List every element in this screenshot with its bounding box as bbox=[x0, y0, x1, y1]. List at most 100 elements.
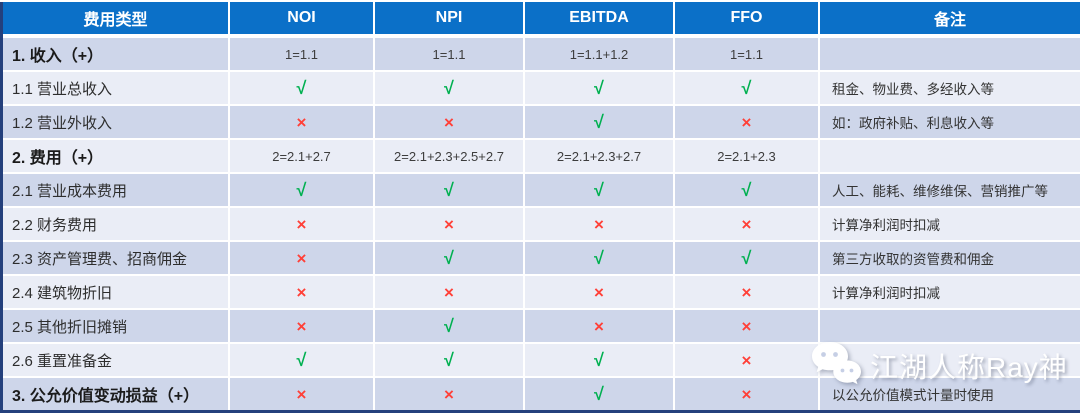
table-row: 1.2 营业外收入 × × √ × 如：政府补贴、利息收入等 bbox=[3, 106, 1080, 138]
cell-noi: × bbox=[230, 276, 375, 308]
check-mark: √ bbox=[296, 350, 307, 370]
cell-remark: 以公允价值模式计量时使用 bbox=[820, 378, 1080, 410]
cross-mark: × bbox=[444, 214, 454, 234]
cell-ffo: × bbox=[675, 378, 820, 410]
cell-ebitda: √ bbox=[525, 174, 675, 206]
cell-remark: 人工、能耗、维修维保、营销推广等 bbox=[820, 174, 1080, 206]
check-mark: √ bbox=[296, 180, 307, 200]
cell-remark bbox=[820, 344, 1080, 376]
table-row: 2.4 建筑物折旧 × × × × 计算净利润时扣减 bbox=[3, 276, 1080, 308]
check-mark: √ bbox=[444, 350, 454, 370]
check-mark: √ bbox=[594, 180, 604, 200]
cell-npi: × bbox=[375, 106, 525, 138]
cell-npi: √ bbox=[375, 174, 525, 206]
check-mark: √ bbox=[444, 248, 454, 268]
cell-remark: 计算净利润时扣减 bbox=[820, 208, 1080, 240]
cell-npi: √ bbox=[375, 242, 525, 274]
cell-ebitda: 1=1.1+1.2 bbox=[525, 38, 675, 70]
cell-noi: √ bbox=[230, 174, 375, 206]
formula-text: 2=2.1+2.7 bbox=[272, 148, 331, 164]
check-mark: √ bbox=[444, 78, 454, 98]
check-mark: √ bbox=[594, 248, 604, 268]
check-mark: √ bbox=[444, 316, 454, 336]
formula-text: 1=1.1 bbox=[285, 46, 318, 62]
column-header-remark: 备注 bbox=[820, 2, 1080, 34]
formula-text: 1=1.1 bbox=[730, 46, 763, 62]
table-row: 2.2 财务费用 × × × × 计算净利润时扣减 bbox=[3, 208, 1080, 240]
cell-remark bbox=[820, 38, 1080, 70]
cell-expense-type: 1.1 营业总收入 bbox=[3, 72, 230, 104]
cross-mark: × bbox=[594, 282, 604, 302]
cell-noi: 2=2.1+2.7 bbox=[230, 140, 375, 172]
column-header-npi: NPI bbox=[375, 2, 525, 34]
cross-mark: × bbox=[444, 112, 454, 132]
cross-mark: × bbox=[296, 282, 307, 302]
check-mark: √ bbox=[594, 112, 604, 132]
formula-text: 1=1.1+1.2 bbox=[569, 46, 629, 62]
cell-noi: × bbox=[230, 106, 375, 138]
cell-expense-type: 1. 收入（+） bbox=[3, 38, 230, 70]
cell-ebitda: √ bbox=[525, 72, 675, 104]
check-mark: √ bbox=[296, 78, 307, 98]
table-row: 1. 收入（+） 1=1.1 1=1.1 1=1.1+1.2 1=1.1 bbox=[3, 38, 1080, 70]
cell-remark: 第三方收取的资管费和佣金 bbox=[820, 242, 1080, 274]
table-row: 2.5 其他折旧摊销 × √ × × bbox=[3, 310, 1080, 342]
formula-text: 1=1.1 bbox=[432, 46, 466, 62]
check-mark: √ bbox=[444, 180, 454, 200]
cell-remark bbox=[820, 140, 1080, 172]
cell-ffo: × bbox=[675, 276, 820, 308]
cross-mark: × bbox=[741, 384, 752, 404]
check-mark: √ bbox=[594, 78, 604, 98]
cross-mark: × bbox=[741, 282, 752, 302]
cell-expense-type: 2.1 营业成本费用 bbox=[3, 174, 230, 206]
cell-noi: √ bbox=[230, 72, 375, 104]
cell-npi: √ bbox=[375, 310, 525, 342]
cell-ffo: × bbox=[675, 344, 820, 376]
table-row: 2. 费用（+） 2=2.1+2.7 2=2.1+2.3+2.5+2.7 2=2.1+… bbox=[3, 140, 1080, 172]
cross-mark: × bbox=[296, 214, 307, 234]
cross-mark: × bbox=[296, 112, 307, 132]
cell-expense-type: 2.5 其他折旧摊销 bbox=[3, 310, 230, 342]
cell-noi: × bbox=[230, 310, 375, 342]
cell-npi: √ bbox=[375, 72, 525, 104]
cell-noi: 1=1.1 bbox=[230, 38, 375, 70]
cell-ffo: × bbox=[675, 208, 820, 240]
cell-ffo: √ bbox=[675, 72, 820, 104]
table-row: 3. 公允价值变动损益（+） × × √ × 以公允价值模式计量时使用 bbox=[3, 378, 1080, 410]
cell-ebitda: √ bbox=[525, 242, 675, 274]
column-header-label: 费用类型 bbox=[3, 2, 230, 34]
cross-mark: × bbox=[444, 384, 454, 404]
cell-remark: 如：政府补贴、利息收入等 bbox=[820, 106, 1080, 138]
column-header-ebitda: EBITDA bbox=[525, 2, 675, 34]
cell-expense-type: 1.2 营业外收入 bbox=[3, 106, 230, 138]
cross-mark: × bbox=[594, 316, 604, 336]
cell-npi: × bbox=[375, 208, 525, 240]
formula-text: 2=2.1+2.3 bbox=[717, 148, 776, 164]
cell-remark: 计算净利润时扣减 bbox=[820, 276, 1080, 308]
table-row: 2.1 营业成本费用 √ √ √ √ 人工、能耗、维修维保、营销推广等 bbox=[3, 174, 1080, 206]
table-row: 1.1 营业总收入 √ √ √ √ 租金、物业费、多经收入等 bbox=[3, 72, 1080, 104]
cell-npi: √ bbox=[375, 344, 525, 376]
cell-remark bbox=[820, 310, 1080, 342]
cell-npi: × bbox=[375, 276, 525, 308]
cell-npi: × bbox=[375, 378, 525, 410]
cell-expense-type: 2.6 重置准备金 bbox=[3, 344, 230, 376]
column-header-noi: NOI bbox=[230, 2, 375, 34]
cell-noi: × bbox=[230, 208, 375, 240]
cell-ffo: 2=2.1+2.3 bbox=[675, 140, 820, 172]
cell-npi: 1=1.1 bbox=[375, 38, 525, 70]
cell-noi: × bbox=[230, 242, 375, 274]
cell-expense-type: 2.2 财务费用 bbox=[3, 208, 230, 240]
cell-ffo: √ bbox=[675, 174, 820, 206]
check-mark: √ bbox=[741, 78, 752, 98]
cell-expense-type: 2. 费用（+） bbox=[3, 140, 230, 172]
cross-mark: × bbox=[296, 248, 307, 268]
table-row: 2.6 重置准备金 √ √ √ × bbox=[3, 344, 1080, 376]
expense-table-body: 1. 收入（+） 1=1.1 1=1.1 1=1.1+1.2 1=1.1 1.1 营业总收… bbox=[3, 38, 1080, 410]
cell-ebitda: 2=2.1+2.3+2.7 bbox=[525, 140, 675, 172]
cell-ebitda: × bbox=[525, 276, 675, 308]
formula-text: 2=2.1+2.3+2.7 bbox=[556, 148, 642, 164]
check-mark: √ bbox=[741, 248, 752, 268]
cell-ebitda: √ bbox=[525, 378, 675, 410]
